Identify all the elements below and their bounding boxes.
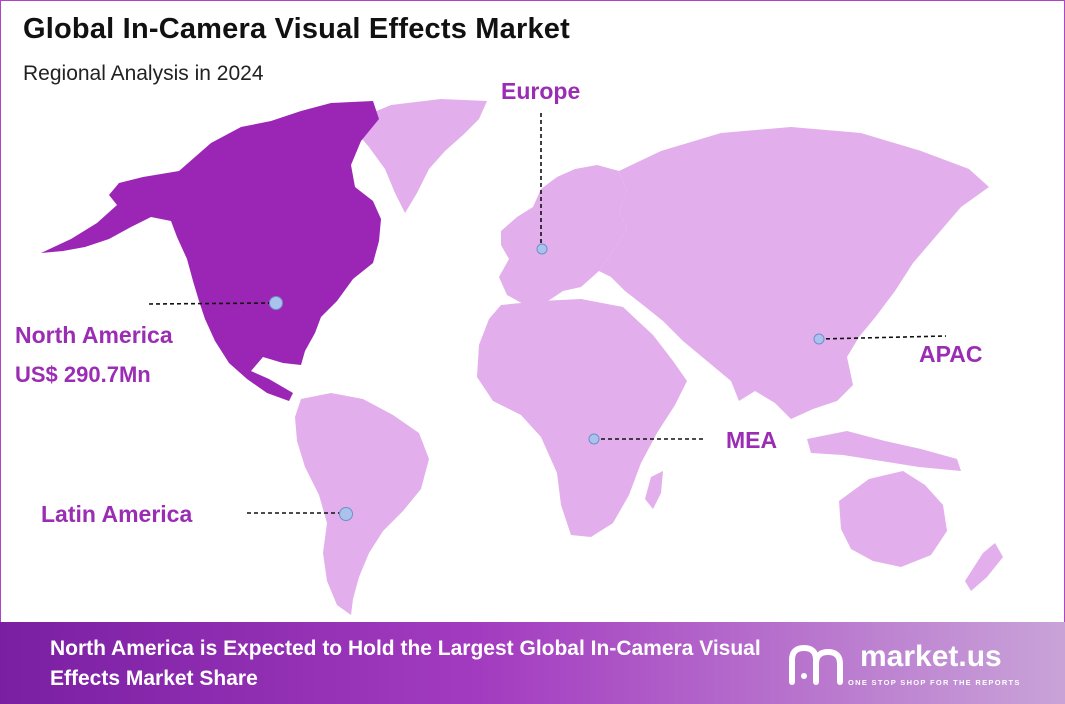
mea-label: MEA	[726, 427, 778, 453]
north-america-shape	[41, 101, 381, 401]
brand-name: market.us	[860, 640, 1002, 673]
latin-america-shape	[295, 393, 429, 615]
mea-marker	[588, 433, 600, 445]
africa-shape	[477, 299, 687, 537]
apac-marker	[813, 333, 825, 345]
page-title: Global In-Camera Visual Effects Market	[23, 13, 570, 45]
latin-america-label: Latin America	[41, 501, 193, 527]
greenland-shape	[353, 99, 487, 213]
madagascar-shape	[645, 471, 663, 509]
new-zealand-shape	[965, 543, 1003, 591]
apac-leader-line	[818, 335, 947, 340]
market-us-logo-icon	[789, 644, 843, 685]
brand-tagline: ONE STOP SHOP FOR THE REPORTS	[848, 678, 1021, 687]
page-subtitle: Regional Analysis in 2024	[23, 62, 264, 85]
europe-marker	[536, 243, 548, 255]
brand-block: market.us ONE STOP SHOP FOR THE REPORTS	[788, 640, 1038, 690]
europe-shape	[499, 165, 627, 305]
australia-shape	[839, 471, 947, 567]
north-america-leader-line	[148, 302, 277, 305]
apac-label: APAC	[919, 341, 983, 367]
asia-shape	[599, 127, 989, 419]
footer-banner: North America is Expected to Hold the La…	[0, 622, 1065, 704]
latin-america-marker	[339, 507, 353, 521]
north-america-marker	[269, 296, 283, 310]
indonesia-shape	[807, 431, 961, 471]
north-america-value: US$ 290.7Mn	[15, 362, 151, 387]
north-america-label: North America	[15, 322, 173, 348]
footer-headline: North America is Expected to Hold the La…	[50, 637, 761, 690]
europe-label: Europe	[501, 78, 581, 104]
